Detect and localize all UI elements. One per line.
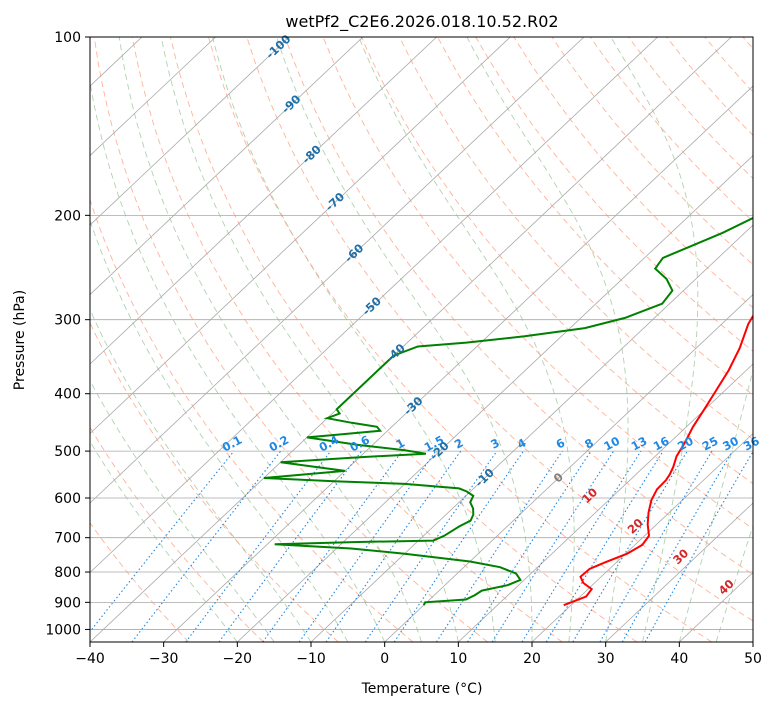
- y-tick-label: 900: [54, 595, 81, 611]
- dry-adiabat: [437, 37, 753, 396]
- mixing-ratio-line: [491, 450, 615, 642]
- dry-adiabat: [246, 37, 753, 622]
- isotherm-line: [531, 432, 753, 642]
- x-tick-label: 20: [523, 651, 541, 667]
- isotherm-line: [605, 502, 753, 642]
- moist-adiabat: [276, 37, 533, 642]
- mixing-ratio-line: [467, 450, 592, 642]
- plot-frame: [89, 36, 754, 643]
- moist-adiabat: [90, 219, 349, 642]
- isotherm-line: [90, 37, 364, 296]
- x-tick-label: 50: [744, 651, 762, 667]
- isotherm-line: [90, 37, 585, 504]
- moist-adiabat: [678, 368, 753, 642]
- y-tick-label: 800: [54, 565, 81, 581]
- y-tick-label: 100: [54, 30, 81, 46]
- mixing-ratio-label: 25: [700, 434, 721, 454]
- dry-adiabat: [93, 37, 488, 642]
- dry-adiabat: [360, 37, 753, 485]
- mixing-ratio-label: 13: [629, 434, 650, 454]
- mixing-ratio-line: [545, 450, 664, 642]
- y-tick-label: 1000: [45, 622, 81, 638]
- isotherm-line: [90, 37, 437, 365]
- x-tick-label: −40: [75, 651, 105, 667]
- y-tick-label: 500: [54, 444, 81, 460]
- profiles: [263, 216, 753, 607]
- isotherm-line: [384, 293, 753, 642]
- mixing-ratio-line: [218, 450, 362, 642]
- mixing-ratio-label: 16: [651, 434, 672, 454]
- dry-adiabat: [90, 321, 339, 642]
- isotherms: [90, 37, 753, 642]
- x-tick-label: 40: [670, 651, 688, 667]
- y-axis-label: Pressure (hPa): [12, 290, 28, 390]
- moist-adiabat: [358, 37, 575, 642]
- dry-adiabat: [398, 37, 753, 440]
- y-tick-label: 300: [54, 313, 81, 329]
- y-tick-label: 200: [54, 208, 81, 224]
- mixing-ratio-line: [298, 450, 437, 642]
- isotherm-line: [90, 37, 511, 435]
- x-tick-label: 30: [597, 651, 615, 667]
- dewpoint-line: [263, 216, 753, 606]
- dry-adiabat: [284, 37, 753, 576]
- moist-adiabat: [715, 524, 753, 642]
- dry-adiabat: [90, 426, 264, 642]
- dry-adiabat: [513, 37, 753, 309]
- isotherm-line: [90, 37, 290, 226]
- moist-adiabat: [90, 440, 238, 642]
- dry-adiabat: [208, 37, 712, 642]
- isotherm-line: [237, 154, 753, 642]
- y-tick-label: 600: [54, 491, 81, 507]
- moist-adiabat: [118, 37, 422, 642]
- isotherm-line: [163, 85, 753, 642]
- y-tick-label: 400: [54, 387, 81, 403]
- mixing-ratio-line: [644, 450, 753, 642]
- dry-adiabat: [475, 37, 753, 352]
- x-tick-label: 10: [449, 651, 467, 667]
- y-tick-label: 700: [54, 531, 81, 547]
- moist-adiabat: [466, 37, 629, 642]
- mixing-ratio-label: 20: [675, 434, 696, 454]
- x-tick-label: −10: [296, 651, 326, 667]
- chart-title: wetPf2_C2E6.2026.018.10.52.R02: [285, 12, 558, 32]
- isotherm-line: [90, 37, 658, 574]
- mixing-ratio-line: [325, 450, 462, 642]
- x-tick-label: −20: [223, 651, 253, 667]
- y-axis: 100 200 300 400 500 600 700 800 900 1000: [45, 30, 90, 638]
- mixing-ratio-line: [262, 450, 403, 642]
- pressure-gridlines: [90, 37, 753, 630]
- x-axis-label: Temperature (°C): [361, 681, 483, 697]
- mixing-ratio-line: [364, 450, 498, 642]
- mixing-ratio-label: 30: [720, 434, 741, 454]
- isotherm-line: [90, 37, 732, 642]
- mixing-ratio-line: [185, 450, 332, 642]
- isotherm-line: [458, 363, 753, 642]
- mixing-ratio-line: [90, 450, 235, 633]
- mixing-ratio-label: 36: [741, 434, 762, 454]
- mixing-ratio-label: 10: [601, 434, 622, 454]
- x-axis: −40 −30 −20 −10 0 10 20 30 40 50: [75, 642, 762, 667]
- x-tick-label: 0: [380, 651, 389, 667]
- mixing-ratio-lines: [90, 450, 753, 642]
- moist-adiabat: [90, 379, 275, 642]
- temperature-line: [563, 314, 753, 607]
- isotherm-line: [90, 37, 216, 157]
- mixing-ratio-line: [393, 450, 524, 642]
- x-tick-label: −30: [149, 651, 179, 667]
- moist-adiabat: [90, 79, 386, 642]
- moist-adiabat: [610, 37, 699, 642]
